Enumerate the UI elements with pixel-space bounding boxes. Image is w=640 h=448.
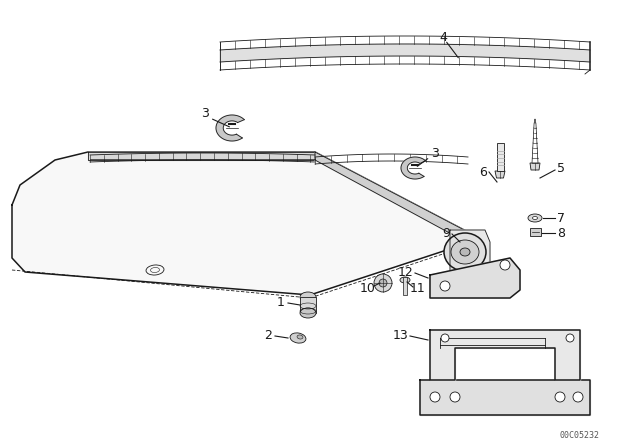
Text: 3: 3: [201, 107, 209, 120]
Circle shape: [500, 260, 510, 270]
Circle shape: [573, 392, 583, 402]
Ellipse shape: [400, 277, 410, 283]
Ellipse shape: [300, 292, 316, 302]
Text: 13: 13: [392, 328, 408, 341]
Ellipse shape: [290, 333, 306, 343]
Text: 8: 8: [557, 227, 565, 240]
Ellipse shape: [300, 308, 316, 318]
Text: 1: 1: [277, 296, 285, 309]
Circle shape: [441, 334, 449, 342]
Circle shape: [450, 392, 460, 402]
Bar: [403, 277, 407, 295]
Ellipse shape: [528, 214, 542, 222]
Polygon shape: [401, 157, 426, 179]
Bar: [300, 297, 316, 313]
Circle shape: [430, 392, 440, 402]
Circle shape: [440, 281, 450, 291]
Polygon shape: [420, 380, 590, 415]
Text: 4: 4: [439, 30, 447, 43]
Polygon shape: [450, 230, 490, 274]
Text: 11: 11: [410, 281, 426, 294]
Polygon shape: [220, 44, 590, 62]
Circle shape: [566, 334, 574, 342]
Text: 5: 5: [557, 161, 565, 175]
Ellipse shape: [532, 216, 538, 220]
Ellipse shape: [444, 233, 486, 271]
Circle shape: [555, 392, 565, 402]
Circle shape: [379, 279, 387, 287]
Polygon shape: [88, 152, 315, 160]
Polygon shape: [497, 143, 504, 171]
Polygon shape: [495, 171, 505, 178]
Text: 3: 3: [431, 146, 439, 159]
Text: 7: 7: [557, 211, 565, 224]
Polygon shape: [430, 258, 520, 298]
Ellipse shape: [460, 248, 470, 256]
Polygon shape: [216, 115, 244, 141]
Bar: [529, 228, 541, 236]
Ellipse shape: [297, 335, 303, 339]
Polygon shape: [530, 163, 540, 170]
Text: 12: 12: [397, 266, 413, 279]
Text: 9: 9: [442, 227, 450, 240]
Polygon shape: [12, 152, 468, 295]
Polygon shape: [315, 152, 468, 243]
Polygon shape: [430, 330, 580, 380]
Text: 10: 10: [360, 281, 376, 294]
Ellipse shape: [451, 240, 479, 264]
Circle shape: [374, 274, 392, 292]
Text: 00C05232: 00C05232: [560, 431, 600, 439]
Text: 2: 2: [264, 328, 272, 341]
Text: 6: 6: [479, 165, 487, 178]
